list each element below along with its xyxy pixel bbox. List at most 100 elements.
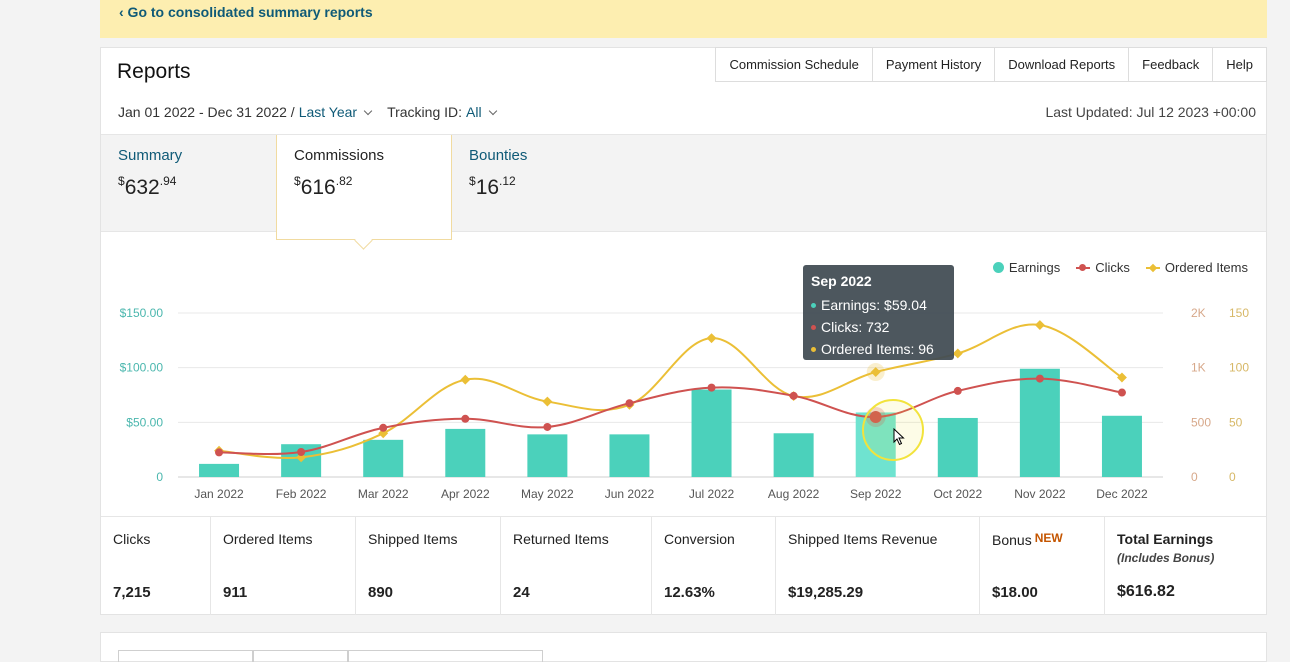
- chart-tooltip: Sep 2022 Earnings: $59.04 Clicks: 732 Or…: [803, 265, 954, 360]
- clicks-point: [953, 386, 962, 395]
- y-right-clicks-tick-label: 0: [1191, 470, 1198, 484]
- tracking-id-label: Tracking ID:: [387, 104, 463, 120]
- earnings-bar: [1019, 368, 1060, 477]
- chevron-down-icon: [488, 106, 497, 116]
- tab-payment-history[interactable]: Payment History: [871, 47, 995, 81]
- clicks-point: [707, 383, 716, 392]
- summary-amount: $632.94: [118, 174, 177, 199]
- clicks-point: [625, 399, 634, 408]
- bounties-amount: $16.12: [469, 174, 516, 199]
- ordered-items-point: [870, 367, 881, 377]
- clicks-line: [219, 377, 1123, 456]
- stat-shipped-items: Shipped Items 890: [356, 517, 501, 615]
- stat-conversion: Conversion 12.63%: [652, 517, 776, 615]
- x-tick-label: Jun 2022: [605, 487, 655, 501]
- tab-commission-schedule[interactable]: Commission Schedule: [715, 47, 872, 81]
- date-range-text: Jan 01 2022 - Dec 31 2022 /: [118, 104, 295, 120]
- back-banner: ‹ Go to consolidated summary reports: [100, 0, 1267, 38]
- y-right-items-tick-label: 50: [1229, 415, 1243, 429]
- ordered-items-point: [1034, 320, 1045, 330]
- date-preset-label: Last Year: [298, 104, 358, 120]
- summary-tabs: Summary $632.94 Commissions $616.82 Boun…: [101, 134, 1266, 240]
- legend-earnings[interactable]: Earnings: [992, 260, 1060, 275]
- tooltip-earnings: Earnings: $59.04: [821, 297, 927, 313]
- y-right-items-tick-label: 100: [1229, 361, 1249, 375]
- earnings-bar: [445, 428, 486, 477]
- earnings-bar: [773, 433, 814, 477]
- ordered-marker-icon: [1145, 262, 1160, 273]
- tab-download-reports[interactable]: Download Reports: [994, 47, 1129, 81]
- commissions-tab[interactable]: Commissions $616.82: [276, 135, 452, 240]
- earnings-marker-icon: [992, 262, 1004, 273]
- ordered-items-point: [952, 348, 963, 359]
- ordered-items-line: [218, 323, 1123, 459]
- earnings-bar: [691, 389, 732, 477]
- earnings-bar: [1101, 415, 1142, 477]
- summary-tab-label: Summary: [118, 147, 183, 164]
- legend-clicks[interactable]: Clicks: [1076, 260, 1130, 275]
- page-title: Reports: [117, 60, 191, 83]
- clicks-point: [297, 447, 306, 456]
- tooltip-title: Sep 2022: [811, 273, 872, 289]
- bullet-icon: [811, 324, 816, 330]
- x-tick-label: May 2022: [521, 487, 574, 501]
- ordered-items-point: [542, 396, 553, 407]
- y-left-tick-label: $100.00: [120, 361, 164, 375]
- tab-feedback[interactable]: Feedback: [1128, 47, 1213, 81]
- earnings-bar: [609, 434, 650, 477]
- x-tick-label: Oct 2022: [933, 487, 982, 501]
- chevron-down-icon: [363, 106, 373, 116]
- legend-ordered-items[interactable]: Ordered Items: [1145, 260, 1248, 275]
- earnings-bar: [527, 434, 568, 477]
- x-tick-label: Aug 2022: [768, 487, 820, 501]
- header-tabs: Commission Schedule Payment History Down…: [715, 47, 1267, 82]
- clicks-point: [461, 414, 470, 423]
- new-badge: NEW: [1034, 531, 1063, 545]
- date-preset-dropdown[interactable]: Last Year: [299, 104, 379, 120]
- ordered-items-point: [706, 333, 717, 344]
- y-right-clicks-tick-label: 500: [1191, 415, 1211, 429]
- reports-card: Reports Commission Schedule Payment Hist…: [100, 47, 1267, 615]
- x-tick-label: Dec 2022: [1096, 487, 1148, 501]
- commissions-tab-label: Commissions: [294, 147, 385, 164]
- stat-returned-items: Returned Items 24: [501, 517, 652, 615]
- clicks-point: [543, 422, 552, 431]
- y-left-tick-label: $150.00: [120, 306, 164, 320]
- y-right-clicks-tick-label: 2K: [1191, 306, 1206, 320]
- stat-clicks: Clicks 7,215: [101, 517, 211, 615]
- clicks-point: [789, 391, 798, 400]
- x-tick-label: Nov 2022: [1014, 487, 1066, 501]
- filters-bar: Jan 01 2022 - Dec 31 2022 / Last Year Tr…: [118, 104, 504, 120]
- tracking-id-value: All: [466, 104, 482, 120]
- clicks-point: [1035, 374, 1044, 383]
- earnings-bar: [199, 463, 240, 477]
- commissions-amount: $616.82: [294, 174, 353, 199]
- summary-tab[interactable]: Summary $632.94: [101, 135, 276, 233]
- clicks-point: [215, 448, 224, 457]
- tooltip-clicks: Clicks: 732: [821, 319, 890, 335]
- bounties-tab-label: Bounties: [469, 147, 528, 164]
- bullet-icon: [811, 302, 816, 308]
- y-right-items-tick-label: 150: [1229, 306, 1249, 320]
- y-right-clicks-tick-label: 1K: [1191, 361, 1206, 375]
- mouse-cursor-icon: [893, 428, 905, 446]
- stat-bonus: Bonus NEW $18.00: [980, 517, 1105, 615]
- clicks-point: [1117, 388, 1126, 397]
- y-left-tick-label: 0: [156, 470, 163, 484]
- x-tick-label: Jul 2022: [689, 487, 735, 501]
- clicks-point: [379, 423, 388, 432]
- chart-plot: $150.00 2K 150$100.00 1K 100$50.00 500 500 0 0Ja…: [120, 306, 1250, 501]
- x-tick-label: Apr 2022: [441, 487, 490, 501]
- x-tick-label: Feb 2022: [276, 487, 327, 501]
- bullet-icon: [811, 346, 816, 352]
- tab-help[interactable]: Help: [1212, 47, 1267, 81]
- stats-row: Clicks 7,215 Ordered Items 911 Shipped Ite…: [101, 516, 1266, 615]
- tooltip-ordered: Ordered Items: 96: [821, 341, 934, 357]
- next-section-card: [100, 632, 1267, 662]
- earnings-bar: [363, 439, 404, 477]
- bounties-tab[interactable]: Bounties $16.12: [452, 135, 627, 233]
- x-tick-label: Jan 2022: [194, 487, 244, 501]
- back-to-summary-link[interactable]: ‹ Go to consolidated summary reports: [119, 4, 373, 20]
- cursor-highlight: [862, 399, 924, 461]
- tracking-id-dropdown[interactable]: All: [466, 104, 504, 120]
